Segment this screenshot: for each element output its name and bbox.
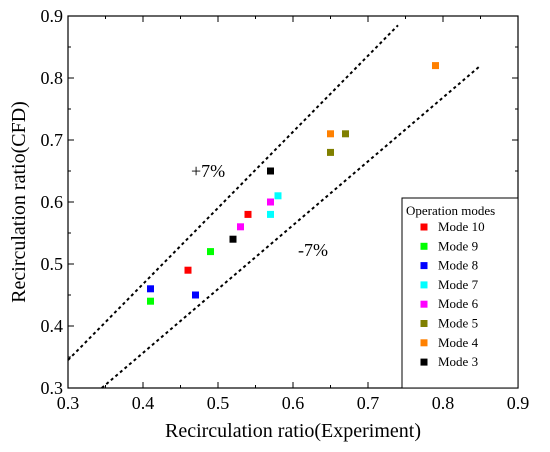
data-point	[229, 235, 237, 243]
legend-label: Mode 5	[438, 316, 478, 331]
ref-label-plus: +7%	[191, 161, 225, 181]
x-tick-label: 0.7	[357, 393, 380, 413]
x-tick-label: 0.8	[432, 393, 455, 413]
legend-items: Mode 10 Mode 9 Mode 8 Mode 7 Mode 6 Mode 5 Mod…	[420, 219, 485, 369]
data-point	[244, 210, 252, 218]
legend-marker	[420, 339, 428, 347]
y-tick-label: 0.9	[41, 6, 64, 26]
legend-label: Mode 10	[438, 219, 485, 234]
data-points	[147, 62, 439, 305]
minus-7-line	[101, 64, 482, 389]
data-point	[207, 248, 214, 256]
legend-label: Mode 4	[438, 335, 479, 350]
plus-7-line	[67, 24, 399, 361]
y-tick-label: 0.5	[41, 254, 64, 274]
data-point	[147, 285, 154, 293]
x-tick-label: 0.5	[207, 393, 230, 413]
x-tick-label: 0.4	[132, 393, 155, 413]
data-point	[327, 148, 334, 156]
x-tick-label: 0.6	[282, 393, 305, 413]
legend-label: Mode 3	[438, 354, 478, 369]
y-axis-title: Recirculation ratio(CFD)	[8, 101, 30, 303]
data-point	[147, 297, 154, 305]
legend-marker	[420, 223, 428, 231]
legend-label: Mode 7	[438, 277, 479, 292]
y-tick-label: 0.7	[41, 130, 64, 150]
legend-label: Mode 8	[438, 258, 478, 273]
data-point	[432, 62, 439, 70]
legend-marker	[420, 262, 428, 270]
data-point	[267, 167, 274, 175]
data-point	[192, 291, 199, 299]
axis-ticks: 0.3 0.4 0.5 0.6 0.7 0.8 0.9 0.3 0.4 0.5 0.6 0.7 0.8 0…	[41, 6, 530, 413]
data-point	[184, 266, 192, 274]
x-axis-title: Recirculation ratio(Experiment)	[165, 420, 421, 442]
data-point	[327, 130, 334, 138]
reference-lines	[67, 24, 482, 389]
y-tick-label: 0.3	[41, 378, 64, 398]
data-point	[342, 130, 349, 138]
data-point	[267, 210, 274, 218]
data-point	[274, 192, 282, 200]
legend-label: Mode 6	[438, 296, 479, 311]
y-tick-label: 0.6	[41, 192, 64, 212]
y-tick-label: 0.4	[41, 316, 64, 336]
legend-marker	[420, 320, 428, 327]
ref-label-minus: -7%	[298, 240, 328, 260]
legend-marker	[420, 358, 428, 366]
y-tick-label: 0.8	[41, 68, 64, 88]
data-point	[267, 198, 274, 206]
legend-label: Mode 9	[438, 238, 478, 253]
data-point	[237, 223, 244, 231]
legend-marker	[420, 242, 428, 250]
x-tick-label: 0.3	[57, 393, 80, 413]
x-tick-label: 0.9	[507, 393, 530, 413]
legend-marker	[420, 300, 428, 308]
legend-title: Operation modes	[406, 203, 495, 218]
legend-marker	[420, 281, 428, 289]
